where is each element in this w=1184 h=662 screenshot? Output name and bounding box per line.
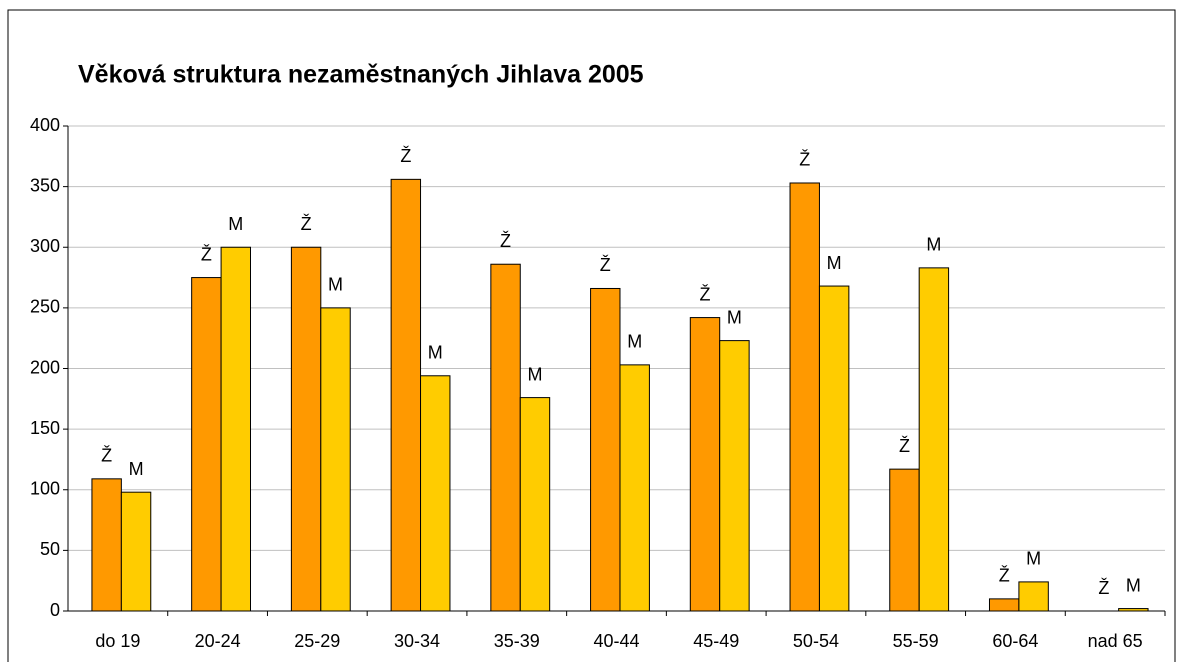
bar bbox=[1018, 581, 1049, 612]
data-label: M bbox=[428, 343, 443, 363]
bar bbox=[889, 468, 920, 612]
bar bbox=[220, 246, 252, 612]
data-label: M bbox=[627, 332, 642, 352]
data-label: Ž bbox=[899, 436, 910, 456]
x-tick-label: nad 65 bbox=[1088, 631, 1143, 651]
y-tick-label: 300 bbox=[30, 236, 60, 256]
data-label: Ž bbox=[600, 255, 611, 275]
x-tick-label: 55-59 bbox=[893, 631, 939, 651]
data-label: M bbox=[527, 364, 542, 384]
x-tick-label: 20-24 bbox=[195, 631, 241, 651]
bar bbox=[420, 375, 451, 612]
y-tick-label: 100 bbox=[30, 479, 60, 499]
x-tick-label: 60-64 bbox=[992, 631, 1038, 651]
data-label: Ž bbox=[999, 566, 1010, 586]
data-label: M bbox=[328, 275, 343, 295]
bar bbox=[91, 478, 122, 612]
x-tick-label: 35-39 bbox=[494, 631, 540, 651]
data-label: M bbox=[228, 214, 243, 234]
bar bbox=[988, 598, 1020, 612]
y-tick-label: 200 bbox=[30, 357, 60, 377]
x-tick-label: 45-49 bbox=[693, 631, 739, 651]
data-label: M bbox=[1126, 575, 1141, 595]
data-label: Ž bbox=[101, 446, 112, 466]
data-label: Ž bbox=[400, 146, 411, 166]
bar bbox=[619, 364, 650, 612]
x-tick-label: 40-44 bbox=[593, 631, 639, 651]
bar bbox=[120, 491, 152, 612]
x-tick-label: 50-54 bbox=[793, 631, 839, 651]
x-tick-label: 30-34 bbox=[394, 631, 440, 651]
bar bbox=[590, 287, 621, 612]
data-label: Ž bbox=[201, 244, 212, 264]
x-tick-label: 25-29 bbox=[294, 631, 340, 651]
bar bbox=[689, 317, 721, 612]
bar bbox=[719, 340, 750, 612]
y-tick-label: 350 bbox=[30, 175, 60, 195]
data-label: M bbox=[926, 235, 941, 255]
x-tick-label: do 19 bbox=[95, 631, 140, 651]
bar bbox=[918, 267, 950, 612]
data-label: Ž bbox=[500, 231, 511, 251]
y-tick-label: 400 bbox=[30, 115, 60, 135]
data-label: Ž bbox=[799, 150, 810, 170]
y-tick-label: 0 bbox=[50, 600, 60, 620]
bar bbox=[390, 178, 422, 612]
bar bbox=[1118, 608, 1149, 612]
bar bbox=[191, 277, 222, 612]
data-label: M bbox=[1026, 549, 1041, 569]
bar bbox=[490, 263, 521, 612]
bar bbox=[818, 285, 850, 612]
data-label: M bbox=[129, 459, 144, 479]
bar bbox=[519, 397, 551, 612]
bar bbox=[290, 246, 322, 612]
data-label: Ž bbox=[301, 214, 312, 234]
y-tick-label: 50 bbox=[40, 539, 60, 559]
data-label: Ž bbox=[1098, 578, 1109, 598]
y-tick-label: 250 bbox=[30, 297, 60, 317]
bar bbox=[789, 182, 820, 612]
data-label: Ž bbox=[700, 284, 711, 304]
bar bbox=[320, 307, 351, 612]
chart-title: Věková struktura nezaměstnaných Jihlava … bbox=[78, 61, 644, 89]
data-label: M bbox=[827, 253, 842, 273]
y-tick-label: 150 bbox=[30, 418, 60, 438]
data-label: M bbox=[727, 307, 742, 327]
